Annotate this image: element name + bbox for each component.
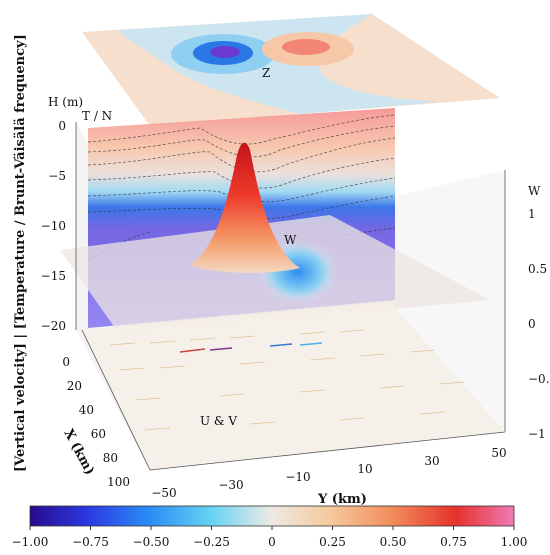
side-title: [Vertical velocity] | [Temperature / Bru… bbox=[13, 34, 28, 472]
y-tick-label: −50 bbox=[151, 486, 176, 500]
label-section: T / N bbox=[82, 109, 112, 123]
colorbar-tick-label: −0.75 bbox=[72, 535, 109, 549]
colorbar-bar bbox=[30, 506, 514, 526]
colorbar-tick-label: 0.75 bbox=[440, 535, 467, 549]
h-tick-label: −10 bbox=[41, 219, 66, 233]
x-tick-label: 60 bbox=[91, 427, 106, 441]
w-tick-label: 1 bbox=[528, 207, 536, 221]
axis-title-h: H (m) bbox=[48, 95, 83, 109]
y-tick-label: 30 bbox=[424, 454, 439, 468]
y-tick-label: 10 bbox=[357, 462, 372, 476]
x-tick-label: 40 bbox=[79, 403, 94, 417]
y-tick-label: −10 bbox=[285, 470, 310, 484]
w-tick-label: 0 bbox=[528, 317, 536, 331]
axis-title-w: W bbox=[528, 184, 541, 198]
w-tick-label: −0.5 bbox=[528, 372, 550, 386]
colorbar-tick-label: −0.25 bbox=[193, 535, 230, 549]
h-tick-label: −20 bbox=[41, 319, 66, 333]
colorbar-tick-label: −0.50 bbox=[133, 535, 170, 549]
h-tick-label: −5 bbox=[48, 169, 66, 183]
z-high-core bbox=[282, 39, 330, 55]
x-tick-label: 80 bbox=[103, 451, 118, 465]
axis-title-y: Y (km) bbox=[317, 492, 367, 507]
h-tick-label: −15 bbox=[41, 269, 66, 283]
w-tick-label: −1 bbox=[528, 427, 546, 441]
y-tick-label: −30 bbox=[218, 478, 243, 492]
colorbar-tick-label: 0.25 bbox=[319, 535, 346, 549]
w-tick-label: 0.5 bbox=[528, 262, 547, 276]
z-low-core bbox=[210, 46, 240, 58]
colorbar-tick-label: 0 bbox=[268, 535, 276, 549]
label-surface: W bbox=[284, 233, 297, 247]
label-bottom: U & V bbox=[200, 414, 237, 428]
x-tick-label: 20 bbox=[67, 379, 82, 393]
x-tick-label: 0 bbox=[62, 355, 70, 369]
colorbar-tick-label: 1.00 bbox=[501, 535, 528, 549]
label-z: Z bbox=[262, 66, 270, 80]
colorbar-tick-label: −1.00 bbox=[12, 535, 49, 549]
colorbar: −1.00 −0.75 −0.50 −0.25 0 0.25 0.50 0.75 1.00 bbox=[12, 506, 528, 549]
y-tick-label: 50 bbox=[491, 446, 506, 460]
x-tick-label: 100 bbox=[107, 475, 130, 489]
colorbar-tick-label: 0.50 bbox=[380, 535, 407, 549]
h-tick-label: 0 bbox=[58, 119, 66, 133]
